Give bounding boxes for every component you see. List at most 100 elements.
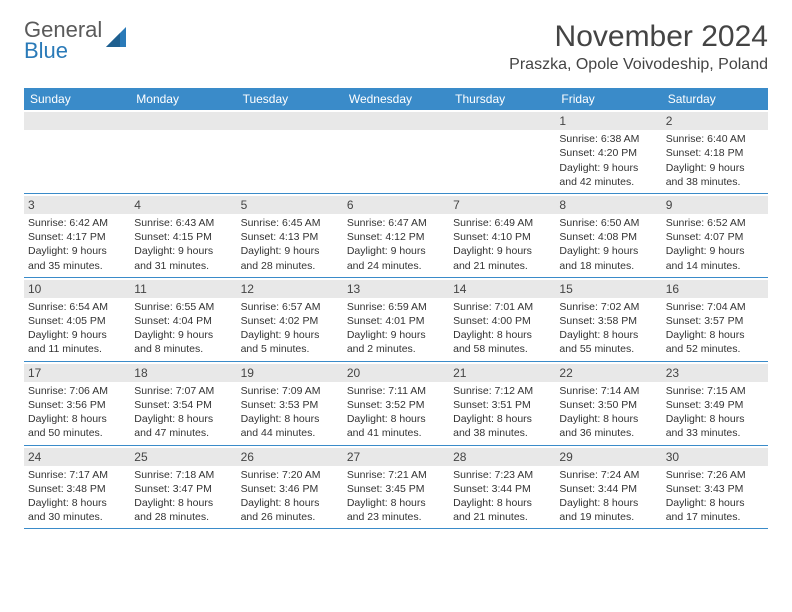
day-number: 19 xyxy=(241,366,254,380)
sunset-text: Sunset: 4:13 PM xyxy=(241,230,339,244)
day-number-row: . xyxy=(449,112,555,130)
weekday-sat: Saturday xyxy=(662,88,768,110)
daylight-text: Daylight: 9 hours and 14 minutes. xyxy=(666,244,764,272)
sunset-text: Sunset: 4:02 PM xyxy=(241,314,339,328)
daylight-text: Daylight: 9 hours and 31 minutes. xyxy=(134,244,232,272)
sunset-text: Sunset: 4:01 PM xyxy=(347,314,445,328)
daylight-text: Daylight: 9 hours and 18 minutes. xyxy=(559,244,657,272)
calendar: Sunday Monday Tuesday Wednesday Thursday… xyxy=(24,88,768,529)
sunset-text: Sunset: 3:46 PM xyxy=(241,482,339,496)
sunrise-text: Sunrise: 6:57 AM xyxy=(241,300,339,314)
sunset-text: Sunset: 4:20 PM xyxy=(559,146,657,160)
weekday-fri: Friday xyxy=(555,88,661,110)
day-cell: 29Sunrise: 7:24 AMSunset: 3:44 PMDayligh… xyxy=(555,446,661,529)
sunrise-text: Sunrise: 7:15 AM xyxy=(666,384,764,398)
day-cell: 4Sunrise: 6:43 AMSunset: 4:15 PMDaylight… xyxy=(130,194,236,277)
day-number-row: 30 xyxy=(662,448,768,466)
sunrise-text: Sunrise: 7:04 AM xyxy=(666,300,764,314)
day-number: 15 xyxy=(559,282,572,296)
day-cell: 27Sunrise: 7:21 AMSunset: 3:45 PMDayligh… xyxy=(343,446,449,529)
sunset-text: Sunset: 4:18 PM xyxy=(666,146,764,160)
sunrise-text: Sunrise: 7:06 AM xyxy=(28,384,126,398)
day-cell: 28Sunrise: 7:23 AMSunset: 3:44 PMDayligh… xyxy=(449,446,555,529)
day-number-row: 15 xyxy=(555,280,661,298)
day-number-row: 9 xyxy=(662,196,768,214)
day-number: 1 xyxy=(559,114,566,128)
day-number: 14 xyxy=(453,282,466,296)
sunset-text: Sunset: 3:57 PM xyxy=(666,314,764,328)
daylight-text: Daylight: 8 hours and 38 minutes. xyxy=(453,412,551,440)
daylight-text: Daylight: 8 hours and 58 minutes. xyxy=(453,328,551,356)
day-number-row: 10 xyxy=(24,280,130,298)
day-cell: 26Sunrise: 7:20 AMSunset: 3:46 PMDayligh… xyxy=(237,446,343,529)
sunrise-text: Sunrise: 7:23 AM xyxy=(453,468,551,482)
month-title: November 2024 xyxy=(509,20,768,54)
weekday-tue: Tuesday xyxy=(237,88,343,110)
sunset-text: Sunset: 3:49 PM xyxy=(666,398,764,412)
sunrise-text: Sunrise: 6:42 AM xyxy=(28,216,126,230)
sunrise-text: Sunrise: 7:21 AM xyxy=(347,468,445,482)
day-number-row: 20 xyxy=(343,364,449,382)
day-number-row: 21 xyxy=(449,364,555,382)
sunrise-text: Sunrise: 6:54 AM xyxy=(28,300,126,314)
day-number-row: . xyxy=(24,112,130,130)
day-cell: . xyxy=(449,110,555,193)
day-cell: 18Sunrise: 7:07 AMSunset: 3:54 PMDayligh… xyxy=(130,362,236,445)
sunset-text: Sunset: 4:17 PM xyxy=(28,230,126,244)
day-cell: 19Sunrise: 7:09 AMSunset: 3:53 PMDayligh… xyxy=(237,362,343,445)
day-number-row: 24 xyxy=(24,448,130,466)
day-cell: . xyxy=(130,110,236,193)
sunset-text: Sunset: 3:45 PM xyxy=(347,482,445,496)
day-number-row: 1 xyxy=(555,112,661,130)
logo: General Blue xyxy=(24,20,132,62)
day-number-row: 19 xyxy=(237,364,343,382)
day-number-row: 18 xyxy=(130,364,236,382)
day-number-row: 12 xyxy=(237,280,343,298)
day-cell: . xyxy=(237,110,343,193)
weeks-container: .....1Sunrise: 6:38 AMSunset: 4:20 PMDay… xyxy=(24,110,768,529)
day-number-row: 14 xyxy=(449,280,555,298)
day-number: 28 xyxy=(453,450,466,464)
day-number-row: 29 xyxy=(555,448,661,466)
day-cell: 11Sunrise: 6:55 AMSunset: 4:04 PMDayligh… xyxy=(130,278,236,361)
week-row: .....1Sunrise: 6:38 AMSunset: 4:20 PMDay… xyxy=(24,110,768,194)
daylight-text: Daylight: 8 hours and 50 minutes. xyxy=(28,412,126,440)
daylight-text: Daylight: 9 hours and 42 minutes. xyxy=(559,161,657,189)
day-cell: 1Sunrise: 6:38 AMSunset: 4:20 PMDaylight… xyxy=(555,110,661,193)
day-cell: 3 Sunrise: 6:42 AMSunset: 4:17 PMDaylight… xyxy=(24,194,130,277)
day-cell: 5Sunrise: 6:45 AMSunset: 4:13 PMDaylight… xyxy=(237,194,343,277)
logo-line2: Blue xyxy=(24,38,68,63)
day-number: 10 xyxy=(28,282,41,296)
daylight-text: Daylight: 9 hours and 35 minutes. xyxy=(28,244,126,272)
sunset-text: Sunset: 3:53 PM xyxy=(241,398,339,412)
sunrise-text: Sunrise: 7:12 AM xyxy=(453,384,551,398)
sunrise-text: Sunrise: 7:02 AM xyxy=(559,300,657,314)
day-number: 5 xyxy=(241,198,248,212)
day-number: 3 xyxy=(28,198,35,212)
day-number-row: 2 xyxy=(662,112,768,130)
day-number: 4 xyxy=(134,198,141,212)
daylight-text: Daylight: 9 hours and 5 minutes. xyxy=(241,328,339,356)
week-row: 17Sunrise: 7:06 AMSunset: 3:56 PMDayligh… xyxy=(24,362,768,446)
day-cell: 10Sunrise: 6:54 AMSunset: 4:05 PMDayligh… xyxy=(24,278,130,361)
day-cell: 15Sunrise: 7:02 AMSunset: 3:58 PMDayligh… xyxy=(555,278,661,361)
day-number-row: . xyxy=(130,112,236,130)
daylight-text: Daylight: 8 hours and 41 minutes. xyxy=(347,412,445,440)
daylight-text: Daylight: 9 hours and 38 minutes. xyxy=(666,161,764,189)
sunset-text: Sunset: 3:50 PM xyxy=(559,398,657,412)
daylight-text: Daylight: 8 hours and 36 minutes. xyxy=(559,412,657,440)
sunrise-text: Sunrise: 7:26 AM xyxy=(666,468,764,482)
day-number: 18 xyxy=(134,366,147,380)
location: Praszka, Opole Voivodeship, Poland xyxy=(509,56,768,74)
day-number: 13 xyxy=(347,282,360,296)
day-cell: 8Sunrise: 6:50 AMSunset: 4:08 PMDaylight… xyxy=(555,194,661,277)
sunset-text: Sunset: 3:52 PM xyxy=(347,398,445,412)
day-number-row: 13 xyxy=(343,280,449,298)
day-number: 22 xyxy=(559,366,572,380)
header: General Blue November 2024 Praszka, Opol… xyxy=(24,20,768,74)
day-number-row: 3 xyxy=(24,196,130,214)
sunset-text: Sunset: 4:04 PM xyxy=(134,314,232,328)
day-number-row: 17 xyxy=(24,364,130,382)
daylight-text: Daylight: 8 hours and 30 minutes. xyxy=(28,496,126,524)
day-number: 8 xyxy=(559,198,566,212)
